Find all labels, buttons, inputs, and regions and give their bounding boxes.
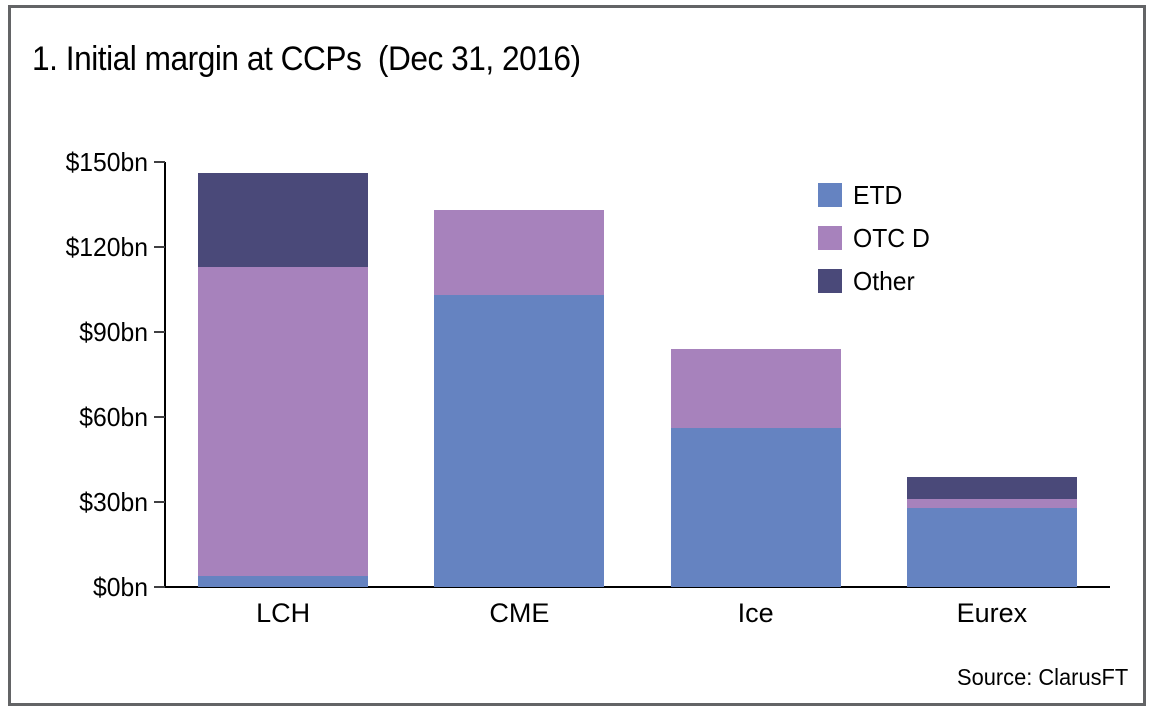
legend-label: OTC D — [853, 223, 930, 253]
legend-item-other: Other — [818, 266, 934, 296]
bar-segment-otc-d-cme — [434, 210, 605, 296]
legend-item-otc-d: OTC D — [818, 223, 934, 253]
legend-swatch-otc-d — [818, 226, 842, 250]
y-tick-label: $150bn — [65, 147, 148, 177]
bar-segment-etd-eurex — [906, 507, 1077, 587]
bar-segment-otc-d-ice — [670, 349, 841, 429]
source-credit: Source: ClarusFT — [956, 664, 1128, 690]
y-tick-mark — [154, 501, 165, 503]
y-tick-label: $30bn — [79, 487, 148, 517]
bar-segment-otc-d-eurex — [906, 499, 1077, 508]
bar-segment-etd-ice — [670, 428, 841, 587]
y-tick-label: $120bn — [65, 232, 148, 262]
bar-segment-otc-d-lch — [198, 266, 369, 576]
x-axis-line — [164, 586, 1110, 588]
x-axis-label-cme: CME — [489, 598, 550, 628]
y-tick-label: $60bn — [79, 402, 148, 432]
chart-title: 1. Initial margin at CCPs (Dec 31, 2016) — [32, 40, 581, 78]
bar-segment-other-lch — [198, 173, 369, 267]
y-tick-label: $0bn — [93, 572, 148, 602]
x-axis-label-lch: LCH — [256, 598, 311, 628]
y-tick-mark — [154, 246, 165, 248]
legend: ETD OTC D Other — [818, 180, 934, 312]
x-axis-label-ice: Ice — [737, 598, 774, 628]
legend-swatch-other — [818, 269, 842, 293]
y-axis-line — [164, 162, 166, 587]
bar-segment-etd-lch — [198, 575, 369, 587]
bar-segment-etd-cme — [434, 295, 605, 587]
bar-segment-other-eurex — [906, 476, 1077, 500]
x-axis-label-eurex: Eurex — [956, 598, 1028, 628]
y-tick-mark — [154, 161, 165, 163]
legend-label: ETD — [853, 180, 903, 210]
legend-swatch-etd — [818, 183, 842, 207]
y-tick-mark — [154, 586, 165, 588]
legend-label: Other — [853, 266, 915, 296]
y-tick-mark — [154, 416, 165, 418]
y-tick-mark — [154, 331, 165, 333]
legend-item-etd: ETD — [818, 180, 934, 210]
y-tick-label: $90bn — [79, 317, 148, 347]
